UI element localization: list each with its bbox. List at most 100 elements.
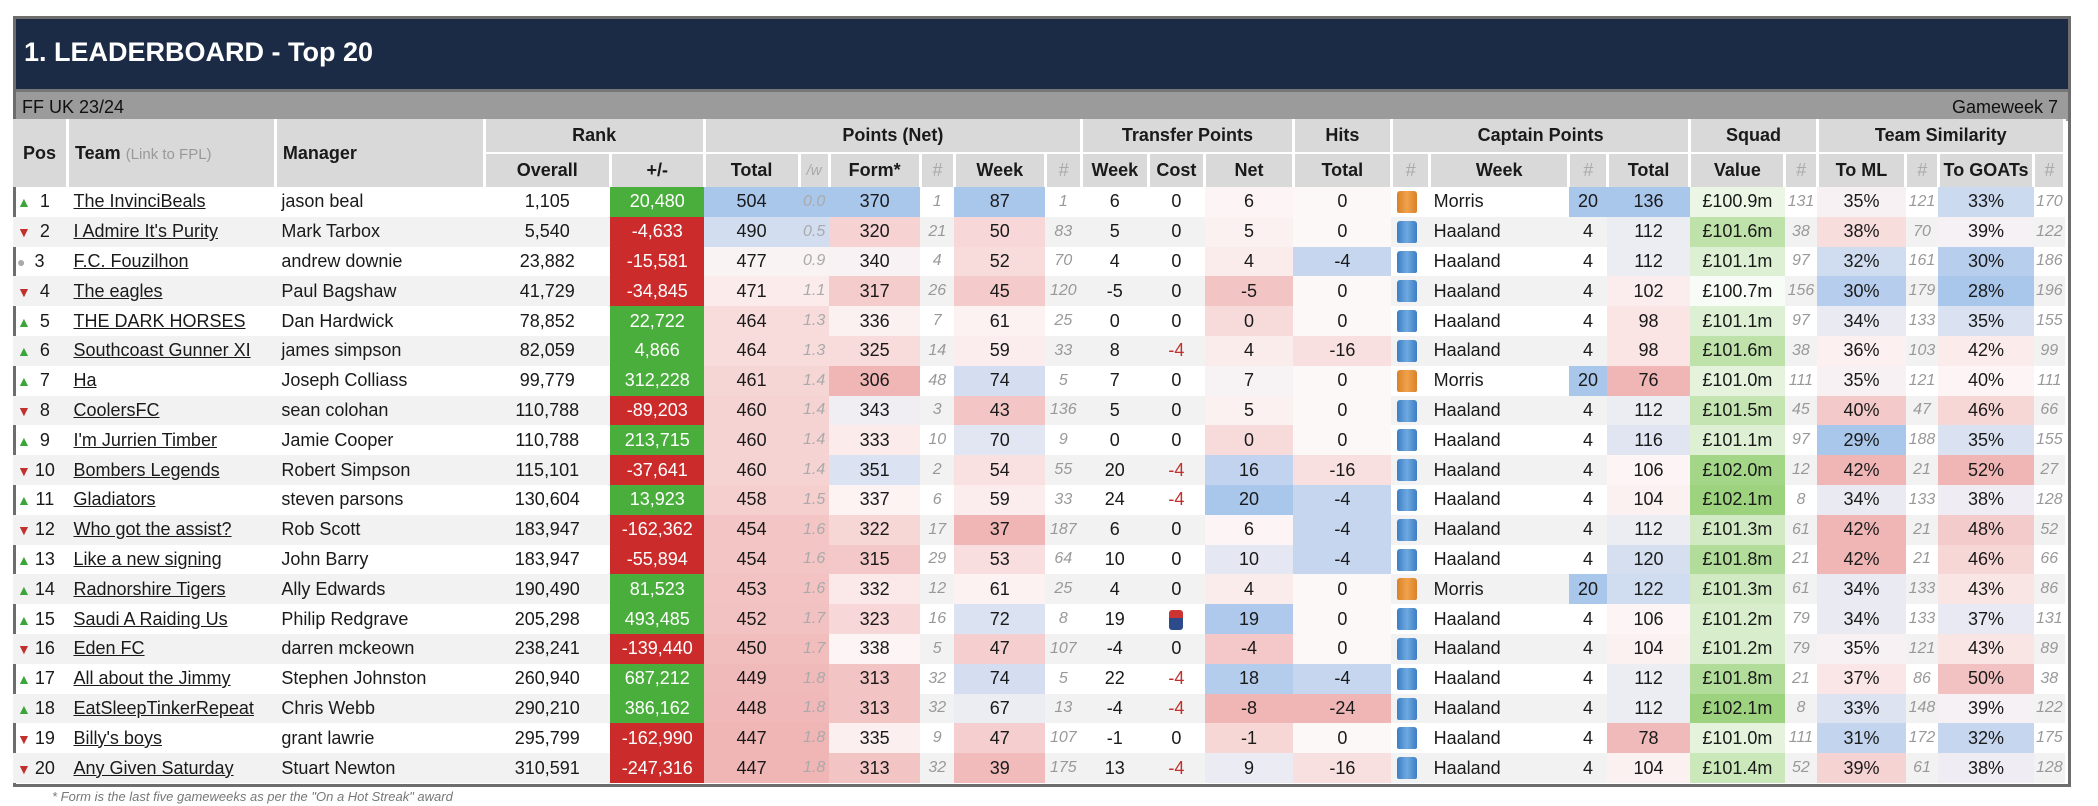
captain-week: 20 — [1568, 574, 1608, 605]
similarity-goats: 32% — [1938, 723, 2034, 754]
captain-name: Haaland — [1433, 429, 1501, 450]
week-rank: 25 — [1054, 312, 1073, 330]
header-hits-total: Total — [1293, 153, 1393, 187]
transfer-week: 4 — [1081, 574, 1149, 605]
transfer-cost: 0 — [1148, 574, 1205, 605]
captain-total: 76 — [1607, 365, 1690, 396]
captain-total: 106 — [1607, 604, 1690, 634]
position-value: 3 — [34, 250, 45, 271]
similarity-ml: 33% — [1817, 693, 1906, 724]
points-week: 50 — [954, 216, 1046, 247]
goats-rank: 86 — [2033, 574, 2065, 605]
similarity-goats: 46% — [1938, 544, 2034, 575]
points-per-week: 0.5 — [799, 216, 830, 247]
rank-change: -34,845 — [610, 276, 705, 307]
points-form: 317 — [829, 276, 921, 307]
transfer-net: 4 — [1204, 335, 1294, 366]
week-rank: 187 — [1045, 514, 1082, 545]
points-week: 61 — [954, 306, 1046, 336]
points-per-week: 1.6 — [799, 574, 830, 605]
captain-shirt-cell — [1391, 545, 1429, 575]
manager-name: Philip Redgrave — [281, 608, 409, 629]
pos-cell: ▲ 1 — [13, 187, 67, 217]
hits-total: 0 — [1293, 574, 1392, 605]
similarity-goats: 48% — [1938, 514, 2034, 545]
team-link[interactable]: Radnorshire Tigers — [67, 574, 276, 605]
hits-total: 0 — [1293, 187, 1392, 217]
captain-week: 4 — [1583, 429, 1594, 450]
team-link[interactable]: All about the Jimmy — [73, 668, 231, 689]
table-row: ● 3 F.C. Fouzilhon andrew downie 23,882 -15,5… — [13, 246, 2065, 277]
goats-rank: 128 — [2035, 490, 2063, 508]
team-link[interactable]: THE DARK HORSES — [73, 310, 246, 331]
header-cap-hash: # — [1391, 153, 1432, 187]
similarity-goats: 30% — [1938, 246, 2034, 277]
footnote: * Form is the last five gameweeks as per… — [52, 789, 453, 804]
team-link[interactable]: Ha — [73, 370, 97, 391]
transfer-net: 6 — [1204, 514, 1294, 545]
position-value: 13 — [34, 548, 55, 569]
points-week: 67 — [954, 693, 1046, 724]
table-row: ▲ 7 Ha Joseph Colliass 99,779 312,228 461 1.4 30… — [13, 365, 2065, 396]
team-link[interactable]: F.C. Fouzilhon — [73, 250, 189, 271]
transfer-net: -5 — [1204, 276, 1294, 307]
hits-total: 0 — [1293, 306, 1392, 336]
rank-overall: 290,210 — [484, 693, 611, 724]
team-link[interactable]: The eagles — [67, 276, 276, 307]
week-rank: 1 — [1058, 192, 1068, 210]
rank-overall: 183,947 — [484, 514, 611, 545]
transfer-week: 22 — [1104, 668, 1125, 689]
team-link[interactable]: Billy's boys — [73, 727, 162, 748]
team-link[interactable]: Any Given Saturday — [67, 753, 276, 783]
captain-shirt-cell — [1391, 693, 1430, 724]
team-link[interactable]: The InvinciBeals — [73, 191, 206, 212]
team-link[interactable]: Eden FC — [67, 633, 276, 664]
gameweek-label: Gameweek 7 — [1951, 97, 2058, 117]
squad-value: £101.5m — [1689, 395, 1785, 426]
pos-cell: ▲ 6 — [13, 335, 68, 366]
header-points: Points (Net) — [704, 119, 1084, 154]
week-rank: 107 — [1045, 633, 1082, 664]
rank-overall: 78,852 — [519, 310, 575, 331]
team-link[interactable]: I Admire It's Purity — [67, 216, 276, 247]
transfer-week: -1 — [1106, 727, 1123, 748]
team-link[interactable]: Who got the assist? — [67, 514, 276, 545]
transfer-cost: -4 — [1168, 668, 1185, 689]
header-captain: Captain Points — [1391, 119, 1692, 154]
position-value: 6 — [39, 340, 50, 361]
points-total: 454 — [704, 514, 799, 545]
team-link[interactable]: Like a new signing — [73, 548, 222, 569]
squad-value: £101.3m — [1689, 514, 1785, 545]
manager-name: Ally Edwards — [275, 574, 485, 605]
goats-rank: 131 — [2035, 610, 2063, 628]
team-link[interactable]: CoolersFC — [67, 395, 276, 426]
week-rank: 136 — [1045, 395, 1082, 426]
points-week: 54 — [954, 455, 1046, 485]
team-link[interactable]: Southcoast Gunner XI — [67, 335, 276, 366]
week-rank: 175 — [1045, 753, 1082, 783]
header-points-total: Total — [704, 153, 801, 187]
pos-cell: ▼ 4 — [13, 276, 68, 307]
pos-cell: ▲ 15 — [13, 604, 67, 634]
header-transfer-net: Net — [1204, 153, 1295, 187]
rank-change: 687,212 — [610, 663, 705, 694]
points-week: 53 — [954, 544, 1046, 575]
table-row: ▲ 18 EatSleepTinkerRepeat Chris Webb 290,210… — [13, 693, 2065, 724]
team-link[interactable]: Gladiators — [73, 489, 156, 510]
team-link[interactable]: EatSleepTinkerRepeat — [67, 693, 276, 724]
form-rank: 26 — [920, 276, 955, 307]
header-ml-rank: # — [1905, 153, 1940, 187]
transfer-net: 0 — [1204, 306, 1294, 336]
similarity-goats: 42% — [1938, 335, 2034, 366]
team-link[interactable]: Saudi A Raiding Us — [73, 608, 228, 629]
similarity-goats: 38% — [1938, 484, 2034, 515]
transfer-cost: 0 — [1171, 548, 1182, 569]
team-link[interactable]: I'm Jurrien Timber — [73, 429, 217, 450]
team-link[interactable]: Bombers Legends — [67, 455, 276, 485]
rank-overall: 310,591 — [484, 753, 611, 783]
squad-value: £101.0m — [1689, 365, 1785, 396]
form-rank: 10 — [928, 431, 947, 449]
blue-shirt-icon — [1397, 340, 1418, 362]
goats-rank: 186 — [2035, 252, 2063, 270]
ml-rank: 86 — [1913, 669, 1931, 687]
